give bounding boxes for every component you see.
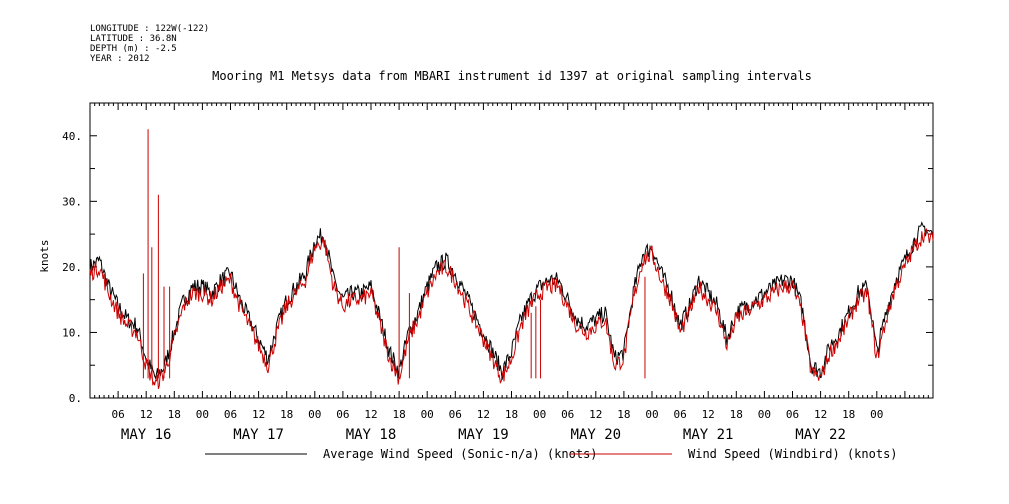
x-day-label: MAY 21	[683, 427, 734, 443]
y-tick-label: 20.	[62, 261, 82, 274]
x-tick-label: 06	[561, 408, 574, 421]
x-tick-label: 18	[280, 408, 293, 421]
y-tick-label: 10.	[62, 326, 82, 339]
legend-label-windbird: Wind Speed (Windbird) (knots)	[688, 447, 898, 461]
x-tick-label: 06	[449, 408, 462, 421]
x-day-label: MAY 19	[458, 427, 509, 443]
legend-label-average: Average Wind Speed (Sonic-n/a) (knots)	[323, 447, 598, 461]
y-axis-label: knots	[38, 239, 51, 272]
x-day-label: MAY 20	[571, 427, 622, 443]
x-day-label: MAY 17	[233, 427, 284, 443]
x-tick-label: 18	[392, 408, 405, 421]
metadata-block: LONGITUDE : 122W(-122) LATITUDE : 36.8N …	[90, 24, 209, 64]
meta-longitude: LONGITUDE : 122W(-122)	[90, 24, 209, 34]
x-tick-label: 12	[140, 408, 153, 421]
x-day-label: MAY 18	[346, 427, 397, 443]
x-tick-label: 00	[533, 408, 546, 421]
x-tick-label: 00	[758, 408, 771, 421]
x-tick-label: 12	[702, 408, 715, 421]
x-tick-label: 18	[505, 408, 518, 421]
x-tick-label: 12	[814, 408, 827, 421]
x-tick-label: 00	[196, 408, 209, 421]
x-tick-label: 00	[308, 408, 321, 421]
series-layer	[89, 129, 934, 389]
meta-depth: DEPTH (m) : -2.5	[90, 44, 177, 54]
x-tick-label: 18	[617, 408, 630, 421]
y-tick-label: 30.	[62, 195, 82, 208]
x-tick-label: 12	[364, 408, 377, 421]
series-line-average	[89, 221, 934, 380]
chart-title: Mooring M1 Metsys data from MBARI instru…	[212, 69, 812, 83]
x-tick-label: 06	[224, 408, 237, 421]
x-tick-label: 12	[477, 408, 490, 421]
series-line-windbird	[89, 228, 934, 389]
x-tick-label: 06	[336, 408, 349, 421]
x-tick-label: 00	[645, 408, 658, 421]
x-tick-label: 00	[421, 408, 434, 421]
x-tick-label: 12	[589, 408, 602, 421]
x-tick-label: 18	[730, 408, 743, 421]
axes: 06 12 18 00 06 12 18 00 06 12 18 00 06 12 18 00 06 12 18 00…	[62, 102, 934, 443]
legend: Average Wind Speed (Sonic-n/a) (knots) W…	[205, 447, 898, 461]
y-tick-label: 40.	[62, 130, 82, 143]
x-tick-label: 00	[870, 408, 883, 421]
x-tick-label: 12	[252, 408, 265, 421]
x-day-label: MAY 16	[121, 427, 172, 443]
x-tick-label: 06	[673, 408, 686, 421]
x-tick-label: 18	[842, 408, 855, 421]
meta-year: YEAR : 2012	[90, 54, 150, 64]
y-tick-label: 0.	[69, 392, 82, 405]
x-tick-label: 06	[111, 408, 124, 421]
x-tick-label: 18	[168, 408, 181, 421]
meta-latitude: LATITUDE : 36.8N	[90, 34, 177, 44]
x-day-label: MAY 22	[795, 427, 846, 443]
x-tick-label: 06	[786, 408, 799, 421]
